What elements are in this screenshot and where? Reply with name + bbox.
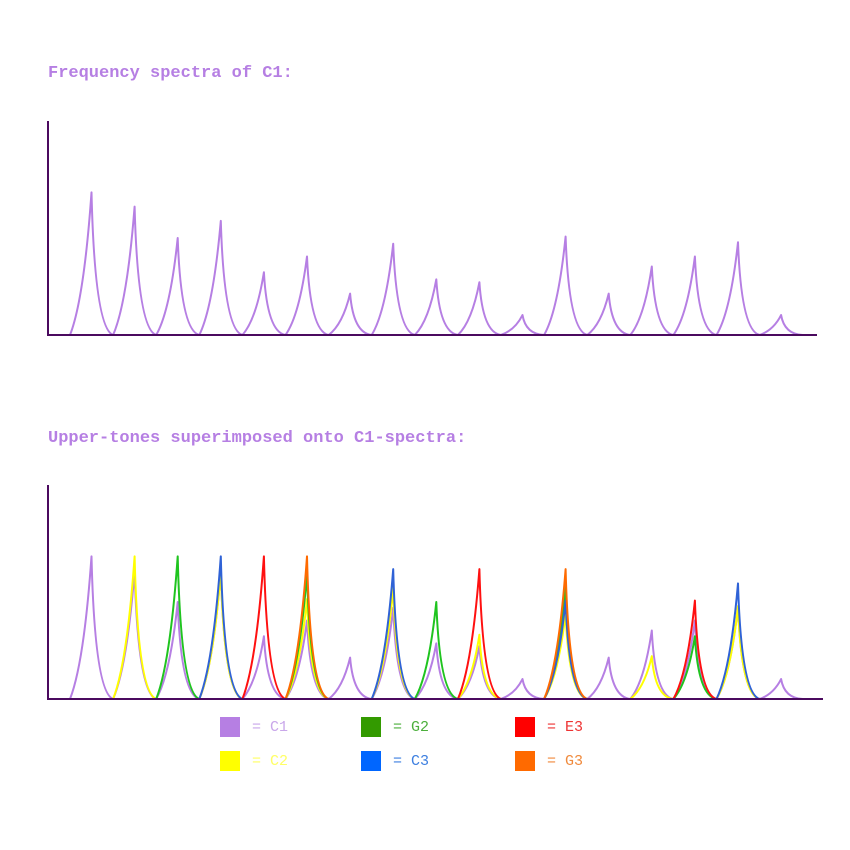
peak-c1-10 [457, 281, 502, 336]
peak-c1-14 [629, 265, 674, 336]
legend-item-e3: = E3 [515, 717, 583, 737]
peak-c2-6 [284, 598, 329, 700]
series-c3-bottom [198, 555, 760, 700]
peak-c1-11 [500, 678, 545, 700]
legend-swatch-e3 [515, 717, 535, 737]
legend-label-g2: = G2 [393, 718, 430, 736]
peak-c1-1 [69, 555, 114, 700]
peak-c2-16 [715, 605, 760, 700]
peak-c1-8 [370, 242, 416, 336]
peak-c1-13 [586, 656, 631, 700]
peak-c1-1 [69, 191, 114, 336]
peak-c1-13 [586, 292, 631, 336]
peak-c1-5 [241, 271, 286, 336]
legend-label-g3: = G3 [547, 752, 584, 770]
peak-g3-6 [284, 555, 330, 700]
peak-c1-4 [198, 219, 243, 336]
peak-c1-2 [112, 205, 157, 336]
legend-swatch-g2 [361, 717, 381, 737]
peak-c1-12 [543, 235, 588, 336]
legend-item-c2: = C2 [220, 751, 288, 771]
peak-c1-7 [327, 292, 372, 336]
legend-item-c1: = C1 [220, 717, 288, 737]
peak-c1-3 [155, 600, 200, 700]
peak-c1-7 [327, 656, 372, 700]
legend-swatch-c2 [220, 751, 240, 771]
peak-g2-9 [413, 600, 459, 700]
legend-swatch-c3 [361, 751, 381, 771]
peak-c2-2 [112, 555, 157, 700]
series-c1-top [69, 191, 803, 336]
legend-swatch-g3 [515, 751, 535, 771]
legend-label-e3: = E3 [547, 718, 584, 736]
series-g2-bottom [155, 555, 717, 700]
series-c2-bottom [112, 555, 760, 700]
top-chart-title: Frequency spectra of C1: [48, 64, 293, 83]
peak-e3-5 [241, 555, 286, 700]
legend-item-g3: = G3 [515, 751, 583, 771]
peak-c1-3 [155, 236, 200, 336]
peak-c1-9 [414, 642, 459, 700]
peak-c1-11 [500, 314, 545, 336]
peak-c3-4 [198, 555, 243, 700]
legend-label-c2: = C2 [252, 752, 289, 770]
legend-item-g2: = G2 [361, 717, 429, 737]
peak-c1-5 [241, 635, 286, 700]
peak-e3-10 [456, 568, 502, 700]
peak-c1-9 [414, 278, 459, 336]
peak-g2-15 [672, 635, 717, 700]
peak-c2-10 [457, 633, 502, 700]
peak-e3-15 [672, 599, 717, 700]
peak-g2-3 [155, 555, 200, 700]
series-g3-bottom [284, 555, 588, 700]
peak-c1-15 [672, 619, 717, 700]
legend-swatch-c1 [220, 717, 240, 737]
peak-c1-16 [715, 241, 760, 336]
peak-c1-17 [759, 678, 803, 700]
legend-label-c3: = C3 [393, 752, 430, 770]
peak-c1-14 [629, 629, 674, 700]
legend-item-c3: = C3 [361, 751, 429, 771]
bottom-chart-title: Upper-tones superimposed onto C1-spectra… [48, 429, 467, 448]
peak-c1-6 [284, 255, 329, 336]
peak-c1-15 [672, 255, 717, 336]
peak-g3-12 [543, 568, 588, 700]
legend-label-c1: = C1 [252, 718, 289, 736]
series-e3-bottom [241, 555, 717, 700]
peak-c2-14 [629, 655, 674, 700]
peak-c3-16 [715, 582, 760, 700]
series-c1-bottom [69, 555, 803, 700]
peak-c1-6 [284, 619, 329, 700]
peak-c3-8 [370, 568, 416, 700]
peak-c1-17 [759, 314, 803, 336]
peak-c3-12 [543, 599, 588, 700]
